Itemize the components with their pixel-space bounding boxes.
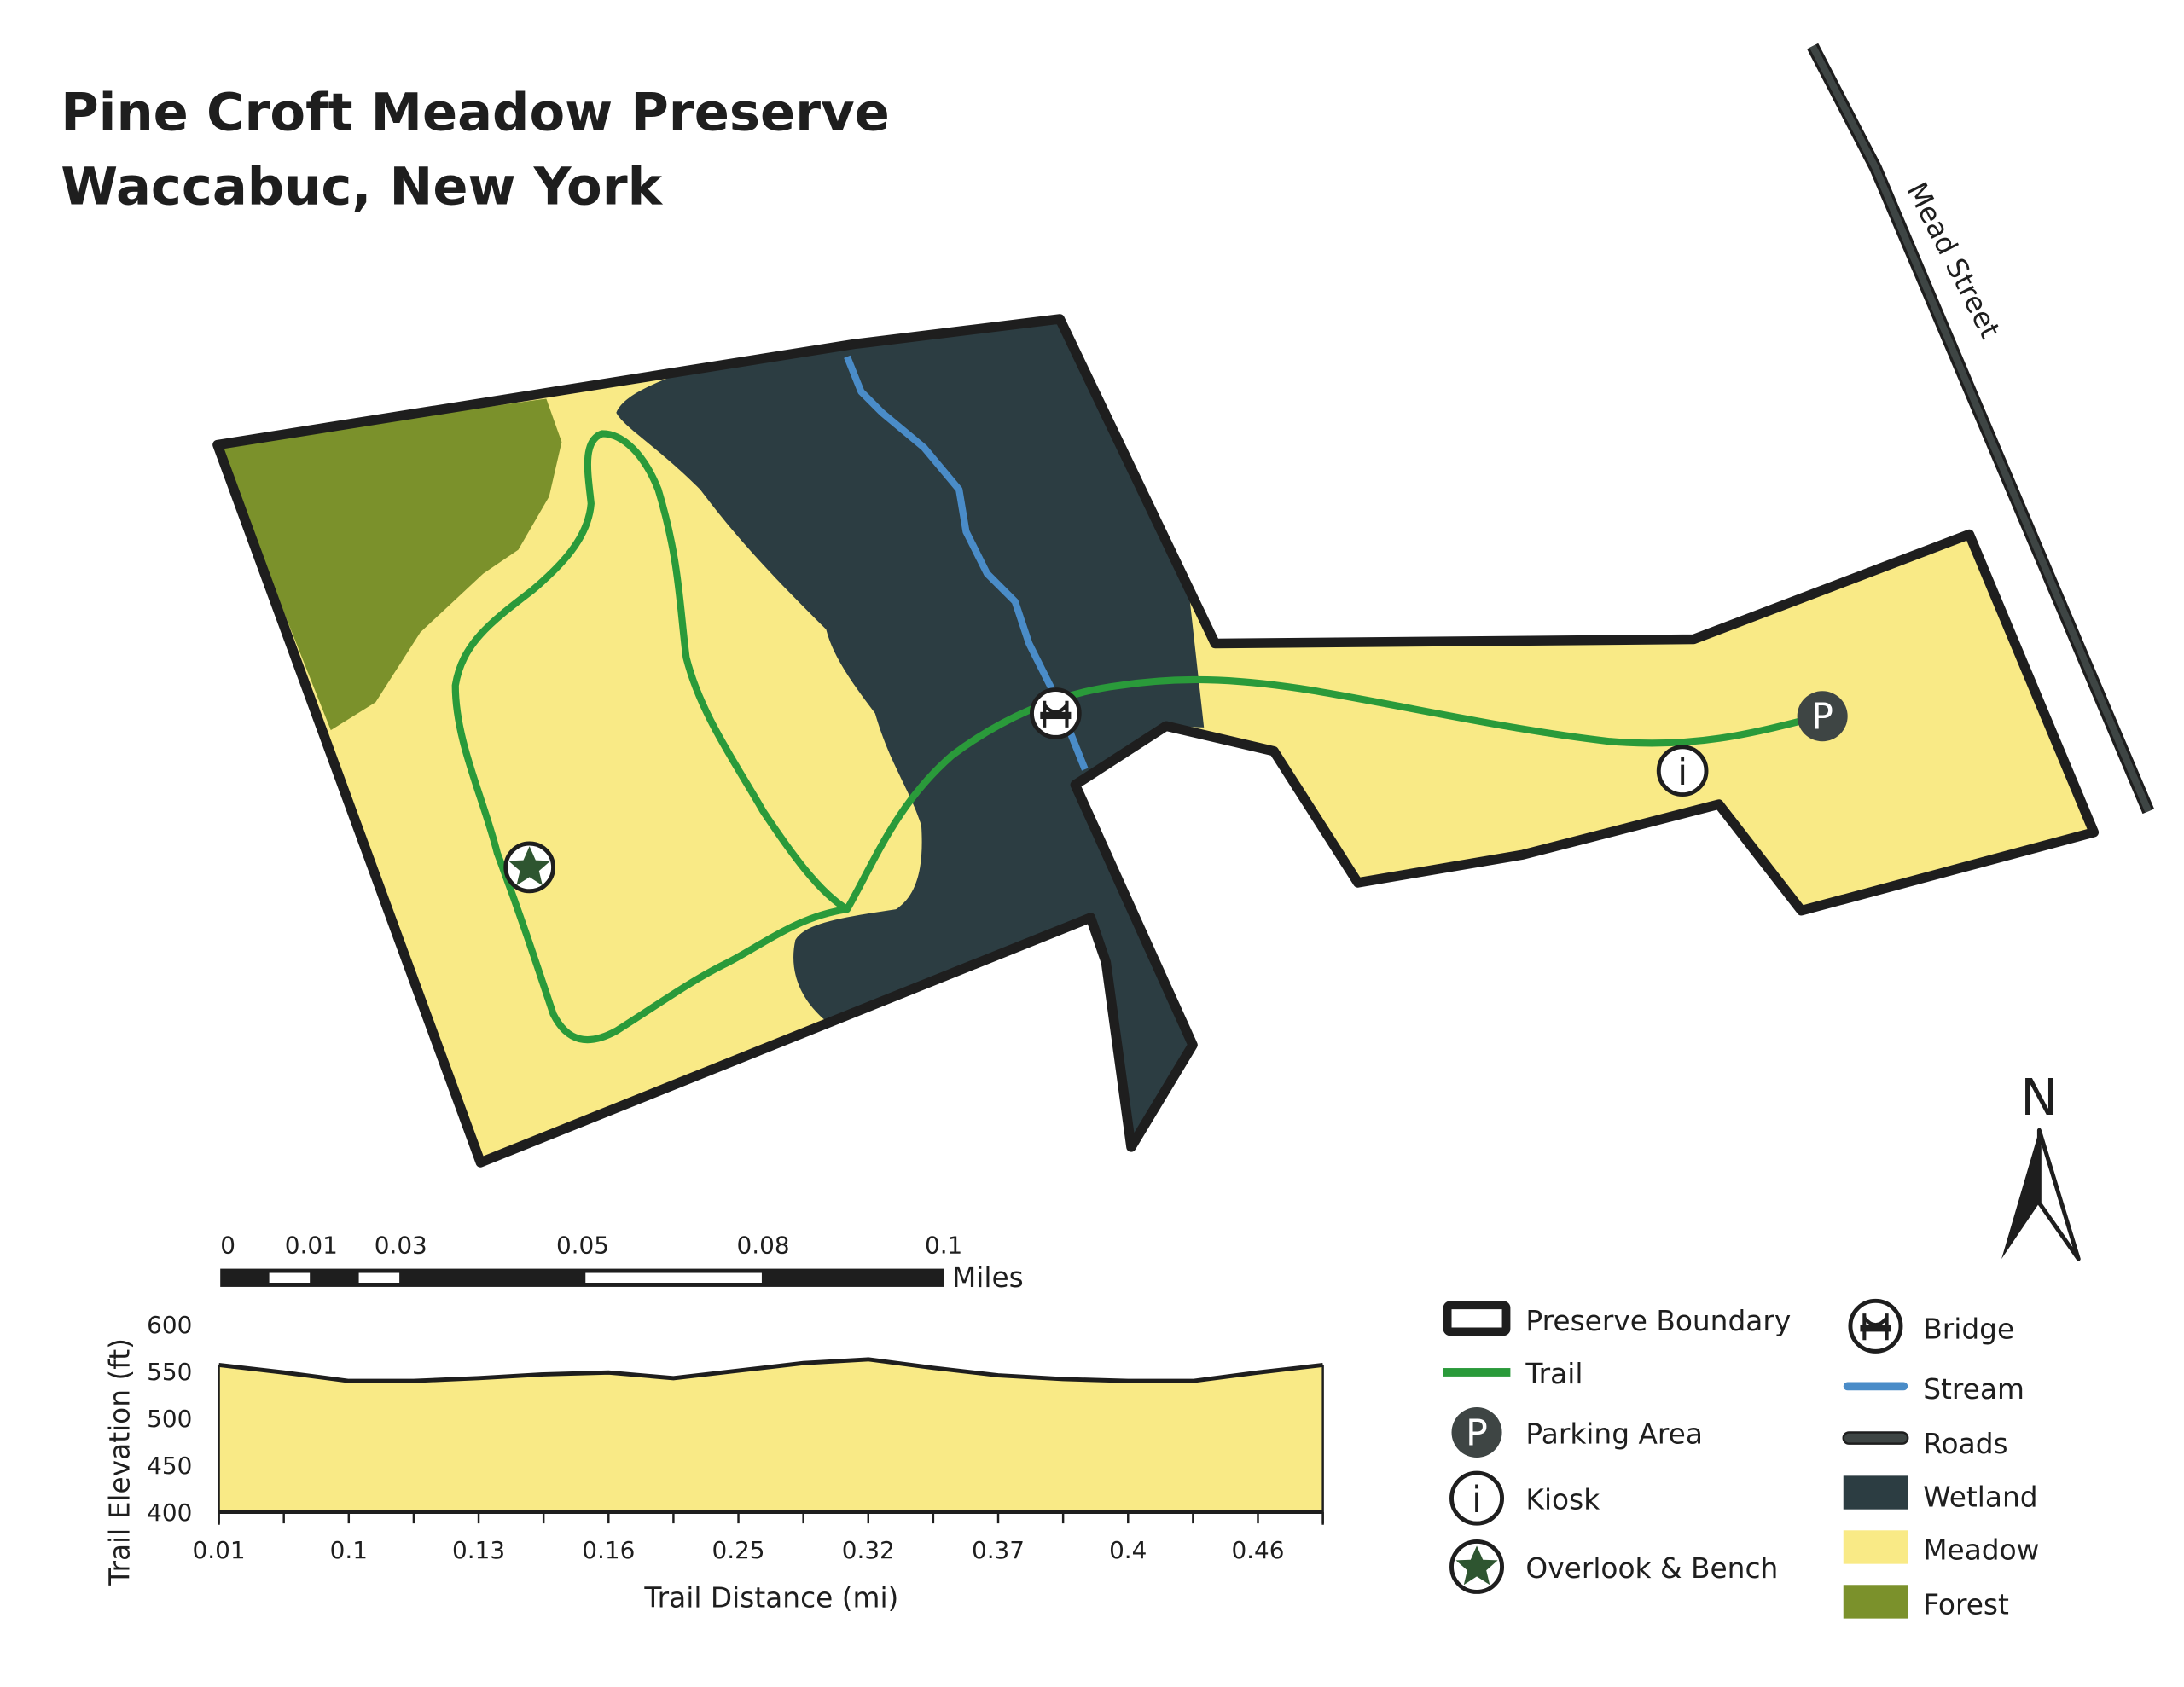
scale-unit: Miles xyxy=(952,1261,1024,1294)
x-tick-label: 0.32 xyxy=(842,1536,895,1564)
north-label: N xyxy=(2020,1068,2058,1127)
x-tick-label: 0.01 xyxy=(193,1536,246,1564)
scale-label: 0 xyxy=(220,1232,235,1260)
meadow-area xyxy=(217,318,2094,1162)
road-mead-street xyxy=(1807,43,2155,815)
legend-bridge-icon xyxy=(1848,1298,1903,1354)
scale-label: 0.05 xyxy=(556,1232,609,1260)
legend-road-line xyxy=(1842,1431,1909,1445)
legend-label: Preserve Boundary xyxy=(1525,1305,1791,1337)
legend-boundary-swatch xyxy=(1443,1301,1511,1336)
legend-label: Parking Area xyxy=(1525,1418,1703,1451)
trail[interactable] xyxy=(451,430,1823,1044)
preserve-boundary xyxy=(212,314,2100,1168)
overlook-star-icon[interactable] xyxy=(503,841,556,894)
chart-ylabel: Trail Elevation (ft) xyxy=(104,1338,136,1586)
elevation-area xyxy=(218,1359,1323,1512)
legend-parking-icon: P xyxy=(1451,1406,1502,1458)
legend-label: Overlook & Bench xyxy=(1525,1552,1778,1585)
legend-label: Bridge xyxy=(1923,1313,2014,1346)
legend-kiosk-icon: i xyxy=(1449,1470,1505,1526)
svg-text:P: P xyxy=(1811,696,1833,739)
svg-text:i: i xyxy=(1472,1479,1482,1522)
x-tick-label: 0.4 xyxy=(1109,1536,1147,1564)
legend-trail-line xyxy=(1443,1368,1511,1377)
x-tick-label: 0.13 xyxy=(452,1536,505,1564)
elevation-chart: 0.01 0.1 0.13 0.16 0.25 0.32 0.37 0.4 0.46 600 550… xyxy=(147,1311,1324,1564)
x-tick-label: 0.46 xyxy=(1231,1536,1284,1564)
stream xyxy=(844,355,1089,771)
legend-label: Roads xyxy=(1923,1428,2007,1460)
elevation-line xyxy=(218,1357,1323,1383)
y-tick-label: 600 xyxy=(147,1311,192,1339)
x-tick-label: 0.16 xyxy=(582,1536,635,1564)
legend-wetland-swatch xyxy=(1843,1475,1908,1510)
scale-label: 0.08 xyxy=(737,1232,790,1260)
y-tick-label: 500 xyxy=(147,1405,192,1433)
legend-label: Wetland xyxy=(1923,1481,2037,1513)
legend-meadow-swatch xyxy=(1843,1530,1908,1564)
scale-label: 0.1 xyxy=(925,1232,962,1260)
legend: P i Preserve Boundary Trail Parking Area… xyxy=(1443,1298,2040,1621)
wetland-area xyxy=(616,318,1205,1147)
forest-area xyxy=(217,398,562,731)
legend-label: Meadow xyxy=(1923,1534,2039,1567)
legend-label: Stream xyxy=(1923,1373,2024,1406)
x-tick-label: 0.37 xyxy=(972,1536,1025,1564)
legend-label: Kiosk xyxy=(1525,1484,1600,1516)
scale-bar xyxy=(220,1268,944,1287)
map-subtitle: Waccabuc, New York xyxy=(61,157,663,217)
chart-xlabel: Trail Distance (mi) xyxy=(643,1582,898,1615)
legend-label: Trail xyxy=(1525,1358,1583,1390)
y-tick-label: 400 xyxy=(147,1499,192,1527)
y-tick-label: 450 xyxy=(147,1452,192,1480)
legend-forest-swatch xyxy=(1843,1585,1908,1619)
parking-icon[interactable]: P xyxy=(1797,691,1848,742)
y-tick-label: 550 xyxy=(147,1358,192,1386)
x-tick-label: 0.25 xyxy=(712,1536,764,1564)
scale-labels: 0 0.01 0.03 0.05 0.08 0.1 xyxy=(220,1232,962,1260)
x-tick-label: 0.1 xyxy=(330,1536,368,1564)
legend-stream-line xyxy=(1843,1382,1908,1391)
legend-label: Forest xyxy=(1923,1589,2009,1621)
scale-label: 0.01 xyxy=(285,1232,338,1260)
kiosk-icon[interactable]: i xyxy=(1656,745,1709,797)
map-title: Pine Croft Meadow Preserve xyxy=(61,84,890,143)
north-arrow-icon xyxy=(2001,1128,2081,1261)
svg-text:i: i xyxy=(1677,751,1687,794)
scale-label: 0.03 xyxy=(375,1232,427,1260)
bridge-icon[interactable] xyxy=(1030,687,1082,739)
legend-star-icon xyxy=(1449,1539,1505,1594)
svg-text:P: P xyxy=(1466,1412,1488,1454)
